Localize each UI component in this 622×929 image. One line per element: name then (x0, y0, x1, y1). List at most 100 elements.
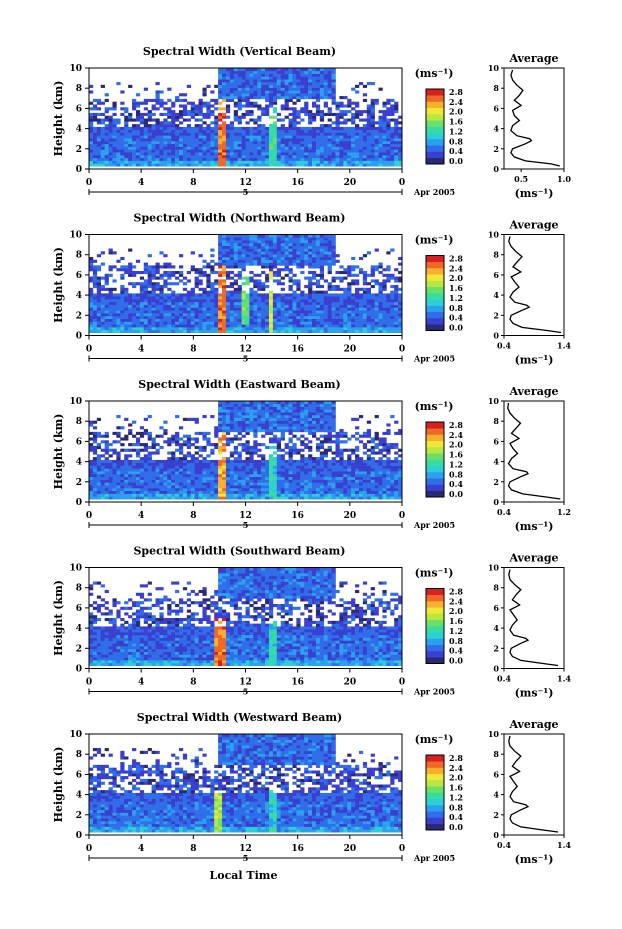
heatmap-cell (351, 307, 356, 311)
heatmap-cell (253, 468, 258, 472)
heatmap-cell (163, 485, 168, 489)
heatmap-cell (288, 321, 293, 325)
heatmap-cell (292, 315, 297, 319)
heatmap-cell (155, 265, 160, 269)
heatmap-cell (108, 304, 113, 308)
heatmap-cell (292, 126, 297, 131)
y-tick-label: 2 (76, 311, 82, 321)
heatmap-cell (398, 146, 403, 150)
heatmap-cell (319, 135, 325, 139)
heatmap-cell (331, 307, 336, 311)
heatmap-cell (261, 310, 266, 314)
heatmap-cell (128, 126, 133, 131)
heatmap-cell (194, 307, 199, 311)
heatmap-cell (151, 443, 156, 447)
heatmap-cell (108, 443, 113, 447)
heatmap-cell (351, 268, 356, 272)
heatmap-cell (304, 276, 309, 280)
heatmap-cell (253, 445, 258, 449)
heatmap-cell (308, 143, 313, 147)
colorbar-tick-label: 0.8 (449, 303, 463, 313)
month-label: Apr 2005 (413, 187, 455, 197)
heatmap-cell (104, 282, 109, 286)
heatmap-cell (272, 126, 278, 131)
heatmap-cell (135, 301, 141, 305)
heatmap-cell (218, 254, 223, 258)
heatmap-cell (374, 318, 379, 322)
heatmap-cell (100, 496, 105, 500)
heatmap-cell (241, 129, 246, 133)
heatmap-cell (253, 163, 258, 167)
heatmap-cell (378, 296, 383, 300)
heatmap-cell (190, 327, 195, 331)
heatmap-cell (124, 154, 129, 159)
heatmap-cell (245, 304, 250, 308)
heatmap-cell (151, 154, 156, 159)
heatmap-cell (280, 301, 285, 305)
heatmap-cell (182, 318, 188, 322)
heatmap-cell (292, 310, 297, 314)
heatmap-cell (261, 299, 266, 303)
heatmap-cell (272, 132, 278, 136)
heatmap-cell (315, 84, 321, 88)
heatmap-cell (159, 315, 164, 319)
heatmap-cell (89, 420, 94, 424)
heatmap-cell (198, 448, 203, 452)
colorbar-tick-label: 0.4 (449, 146, 463, 156)
heatmap-cell (171, 321, 176, 325)
heatmap-cell (132, 485, 137, 489)
heatmap-cell (272, 90, 278, 94)
heatmap-cell (382, 268, 387, 272)
heatmap-cell (139, 118, 145, 122)
heatmap-cell (233, 96, 238, 100)
heatmap-cell (304, 149, 309, 153)
heatmap-cell (210, 152, 215, 156)
heatmap-cell (116, 451, 121, 455)
heatmap-cell (116, 496, 121, 500)
heatmap-cell (175, 476, 180, 480)
heatmap-cell (331, 68, 336, 72)
heatmap-cell (335, 321, 340, 325)
heatmap-cell (135, 124, 141, 128)
heatmap-cell (171, 135, 176, 139)
heatmap-cell (167, 479, 172, 483)
heatmap-cell (312, 152, 317, 156)
heatmap-cell (292, 290, 297, 294)
heatmap-cell (390, 104, 395, 108)
heatmap-cell (237, 485, 242, 489)
heatmap-cell (202, 126, 207, 131)
heatmap-cell (116, 140, 121, 145)
heatmap-cell (327, 152, 332, 156)
heatmap-cell (351, 315, 356, 319)
heatmap-cell (296, 73, 301, 77)
heatmap-cell (319, 285, 325, 289)
heatmap-cell (116, 476, 121, 480)
heatmap-cell (300, 110, 305, 114)
heatmap-cell (132, 479, 137, 483)
heatmap-cell (96, 152, 102, 156)
heatmap-cell (362, 135, 368, 139)
heatmap-cell (335, 329, 340, 333)
heatmap-cell (261, 68, 266, 72)
heatmap-cell (355, 101, 360, 105)
heatmap-cell (128, 138, 133, 142)
heatmap-cell (312, 265, 317, 269)
heatmap-cell (253, 321, 258, 325)
heatmap-cell (347, 296, 352, 300)
heatmap-cell (276, 146, 282, 150)
heatmap-cell (323, 129, 328, 133)
heatmap-cell (222, 420, 227, 424)
heatmap-cell (249, 415, 254, 419)
heatmap-cell (280, 157, 285, 161)
heatmap-cell (245, 473, 250, 478)
heatmap-cell (323, 251, 328, 255)
heatmap-cell (178, 471, 184, 475)
heatmap-cell (276, 259, 282, 263)
heatmap-cell (163, 440, 168, 444)
heatmap-cell (335, 160, 340, 164)
heatmap-cell (198, 118, 203, 122)
heatmap-cell (253, 487, 258, 492)
avg-y-tick-label: 8 (493, 83, 499, 93)
heatmap-cell (147, 321, 152, 325)
heatmap-cell (218, 157, 223, 161)
